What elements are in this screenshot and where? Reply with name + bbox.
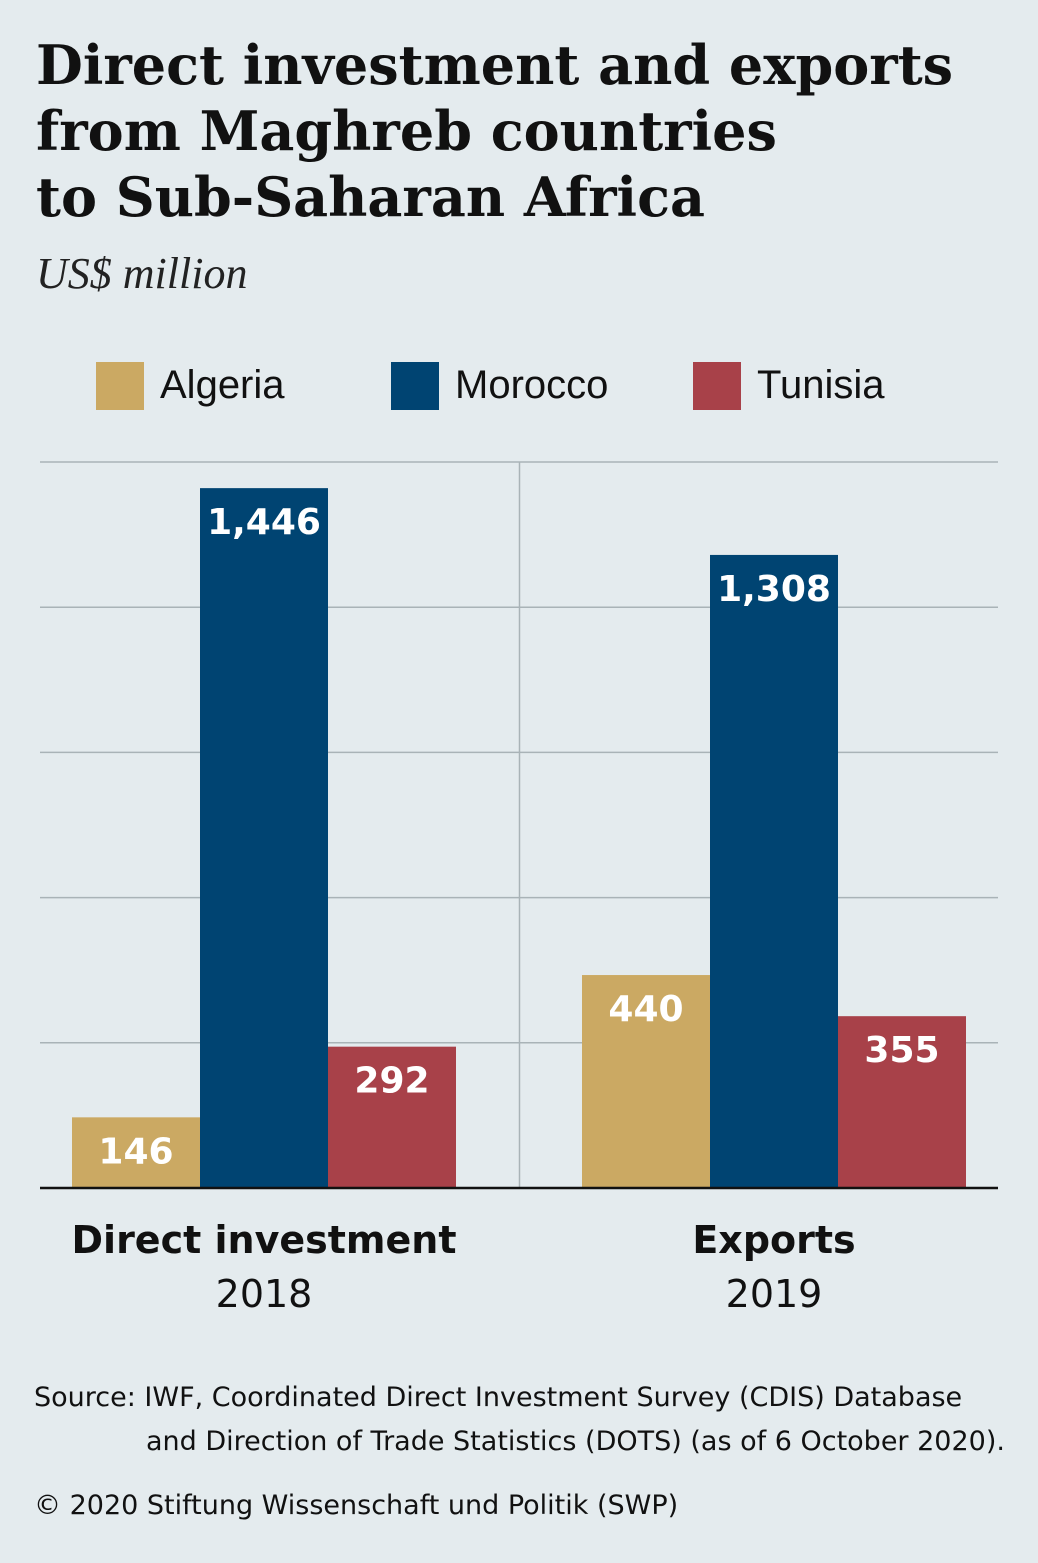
- bar-algeria-exports: [582, 975, 710, 1188]
- legend: Algeria Morocco Tunisia: [0, 360, 1038, 412]
- copyright-note: © 2020 Stiftung Wissenschaft und Politik…: [34, 1490, 679, 1521]
- legend-swatch-tunisia: [693, 362, 741, 410]
- data-label-morocco-direct-investment: 1,446: [207, 502, 321, 543]
- category-year-direct-investment: 2018: [215, 1272, 313, 1316]
- data-label-algeria-exports: 440: [608, 989, 683, 1030]
- data-label-morocco-exports: 1,308: [717, 569, 831, 610]
- legend-label-algeria: Algeria: [160, 363, 285, 407]
- title-line-2: from Maghreb countries: [36, 99, 777, 163]
- bar-algeria-direct-investment: [72, 1117, 200, 1188]
- bar-morocco-exports: [710, 554, 838, 1188]
- category-year-exports: 2019: [725, 1272, 823, 1316]
- legend-label-morocco: Morocco: [455, 363, 609, 407]
- bar-tunisia-direct-investment: [328, 1046, 456, 1188]
- bar-chart: 146 1,446 292 440 1,308 355: [40, 461, 998, 1190]
- source-note: Source: IWF, Coordinated Direct Investme…: [34, 1376, 1024, 1464]
- source-line-2: and Direction of Trade Statistics (DOTS)…: [146, 1426, 1005, 1457]
- chart-title: Direct investment and exports from Maghr…: [36, 32, 996, 230]
- source-line-1: Source: IWF, Coordinated Direct Investme…: [34, 1382, 963, 1413]
- category-label-direct-investment: Direct investment: [71, 1218, 457, 1262]
- chart-subtitle: US$ million: [36, 249, 248, 298]
- legend-swatch-morocco: [391, 362, 439, 410]
- data-label-tunisia-exports: 355: [864, 1030, 939, 1071]
- data-label-tunisia-direct-investment: 292: [354, 1061, 429, 1102]
- title-line-3: to Sub-Saharan Africa: [36, 165, 705, 229]
- data-label-algeria-direct-investment: 146: [98, 1131, 173, 1172]
- legend-label-tunisia: Tunisia: [757, 363, 885, 407]
- bar-morocco-direct-investment: [200, 488, 328, 1188]
- legend-swatch-algeria: [96, 362, 144, 410]
- category-label-exports: Exports: [692, 1218, 856, 1262]
- title-line-1: Direct investment and exports: [36, 33, 954, 97]
- bar-tunisia-exports: [838, 1016, 966, 1188]
